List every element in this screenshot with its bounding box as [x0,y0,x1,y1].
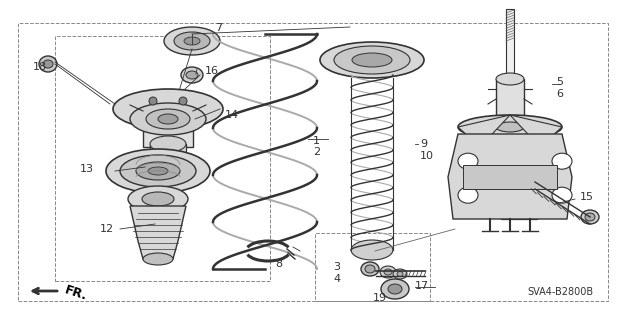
Text: 6: 6 [556,89,563,99]
Ellipse shape [128,186,188,212]
Ellipse shape [351,240,393,260]
Ellipse shape [381,279,409,299]
Ellipse shape [149,97,157,105]
Text: 18: 18 [33,62,47,72]
Bar [496,79,524,119]
Bar [55,36,270,281]
Ellipse shape [150,156,186,172]
Text: 7: 7 [215,23,222,33]
Bar [501,145,537,219]
Ellipse shape [496,73,524,85]
Ellipse shape [39,56,57,72]
Ellipse shape [150,136,186,152]
Text: 10: 10 [420,151,434,161]
Text: 16: 16 [205,66,219,76]
Text: 3: 3 [333,262,340,272]
Ellipse shape [380,266,396,278]
Ellipse shape [397,271,403,277]
Polygon shape [510,115,562,147]
Ellipse shape [148,167,168,175]
Ellipse shape [320,42,424,78]
Text: 19: 19 [373,293,387,303]
Text: 14: 14 [225,110,239,120]
Text: 4: 4 [333,274,340,284]
Ellipse shape [164,27,220,55]
Ellipse shape [113,89,223,129]
Ellipse shape [43,60,53,68]
Ellipse shape [361,262,379,276]
Ellipse shape [158,114,178,124]
Ellipse shape [458,153,478,169]
Ellipse shape [552,153,572,169]
Text: 2: 2 [313,147,320,157]
Ellipse shape [174,32,210,50]
Ellipse shape [365,265,375,273]
Polygon shape [458,115,510,147]
Text: FR.: FR. [63,283,89,303]
Ellipse shape [384,269,392,275]
Text: 12: 12 [100,224,114,234]
Bar [143,107,193,147]
Bar [150,144,186,164]
Polygon shape [448,134,572,219]
Ellipse shape [143,253,173,265]
Ellipse shape [184,37,200,45]
Ellipse shape [106,149,210,193]
Ellipse shape [496,122,524,132]
Ellipse shape [581,210,599,224]
Bar [18,23,608,301]
Ellipse shape [393,269,407,279]
Ellipse shape [146,109,190,129]
Text: SVA4-B2800B: SVA4-B2800B [527,287,593,297]
Bar [463,166,557,189]
Text: 8: 8 [275,259,282,269]
Text: 15: 15 [580,192,594,202]
Ellipse shape [179,97,187,105]
Text: 9: 9 [420,139,427,149]
Ellipse shape [186,71,198,79]
Ellipse shape [458,187,478,203]
Text: 5: 5 [556,77,563,87]
Ellipse shape [181,67,203,83]
Ellipse shape [585,213,595,221]
Text: 17: 17 [415,281,429,291]
Ellipse shape [334,46,410,74]
Text: 13: 13 [80,164,94,174]
Ellipse shape [352,53,392,67]
Ellipse shape [136,162,180,180]
Ellipse shape [130,103,206,135]
Ellipse shape [142,192,174,206]
Bar [315,233,430,301]
Polygon shape [130,206,186,259]
Ellipse shape [120,155,196,187]
Ellipse shape [458,115,562,139]
Text: 1: 1 [313,136,320,146]
Ellipse shape [552,187,572,203]
Ellipse shape [388,284,402,294]
Bar [506,9,514,101]
